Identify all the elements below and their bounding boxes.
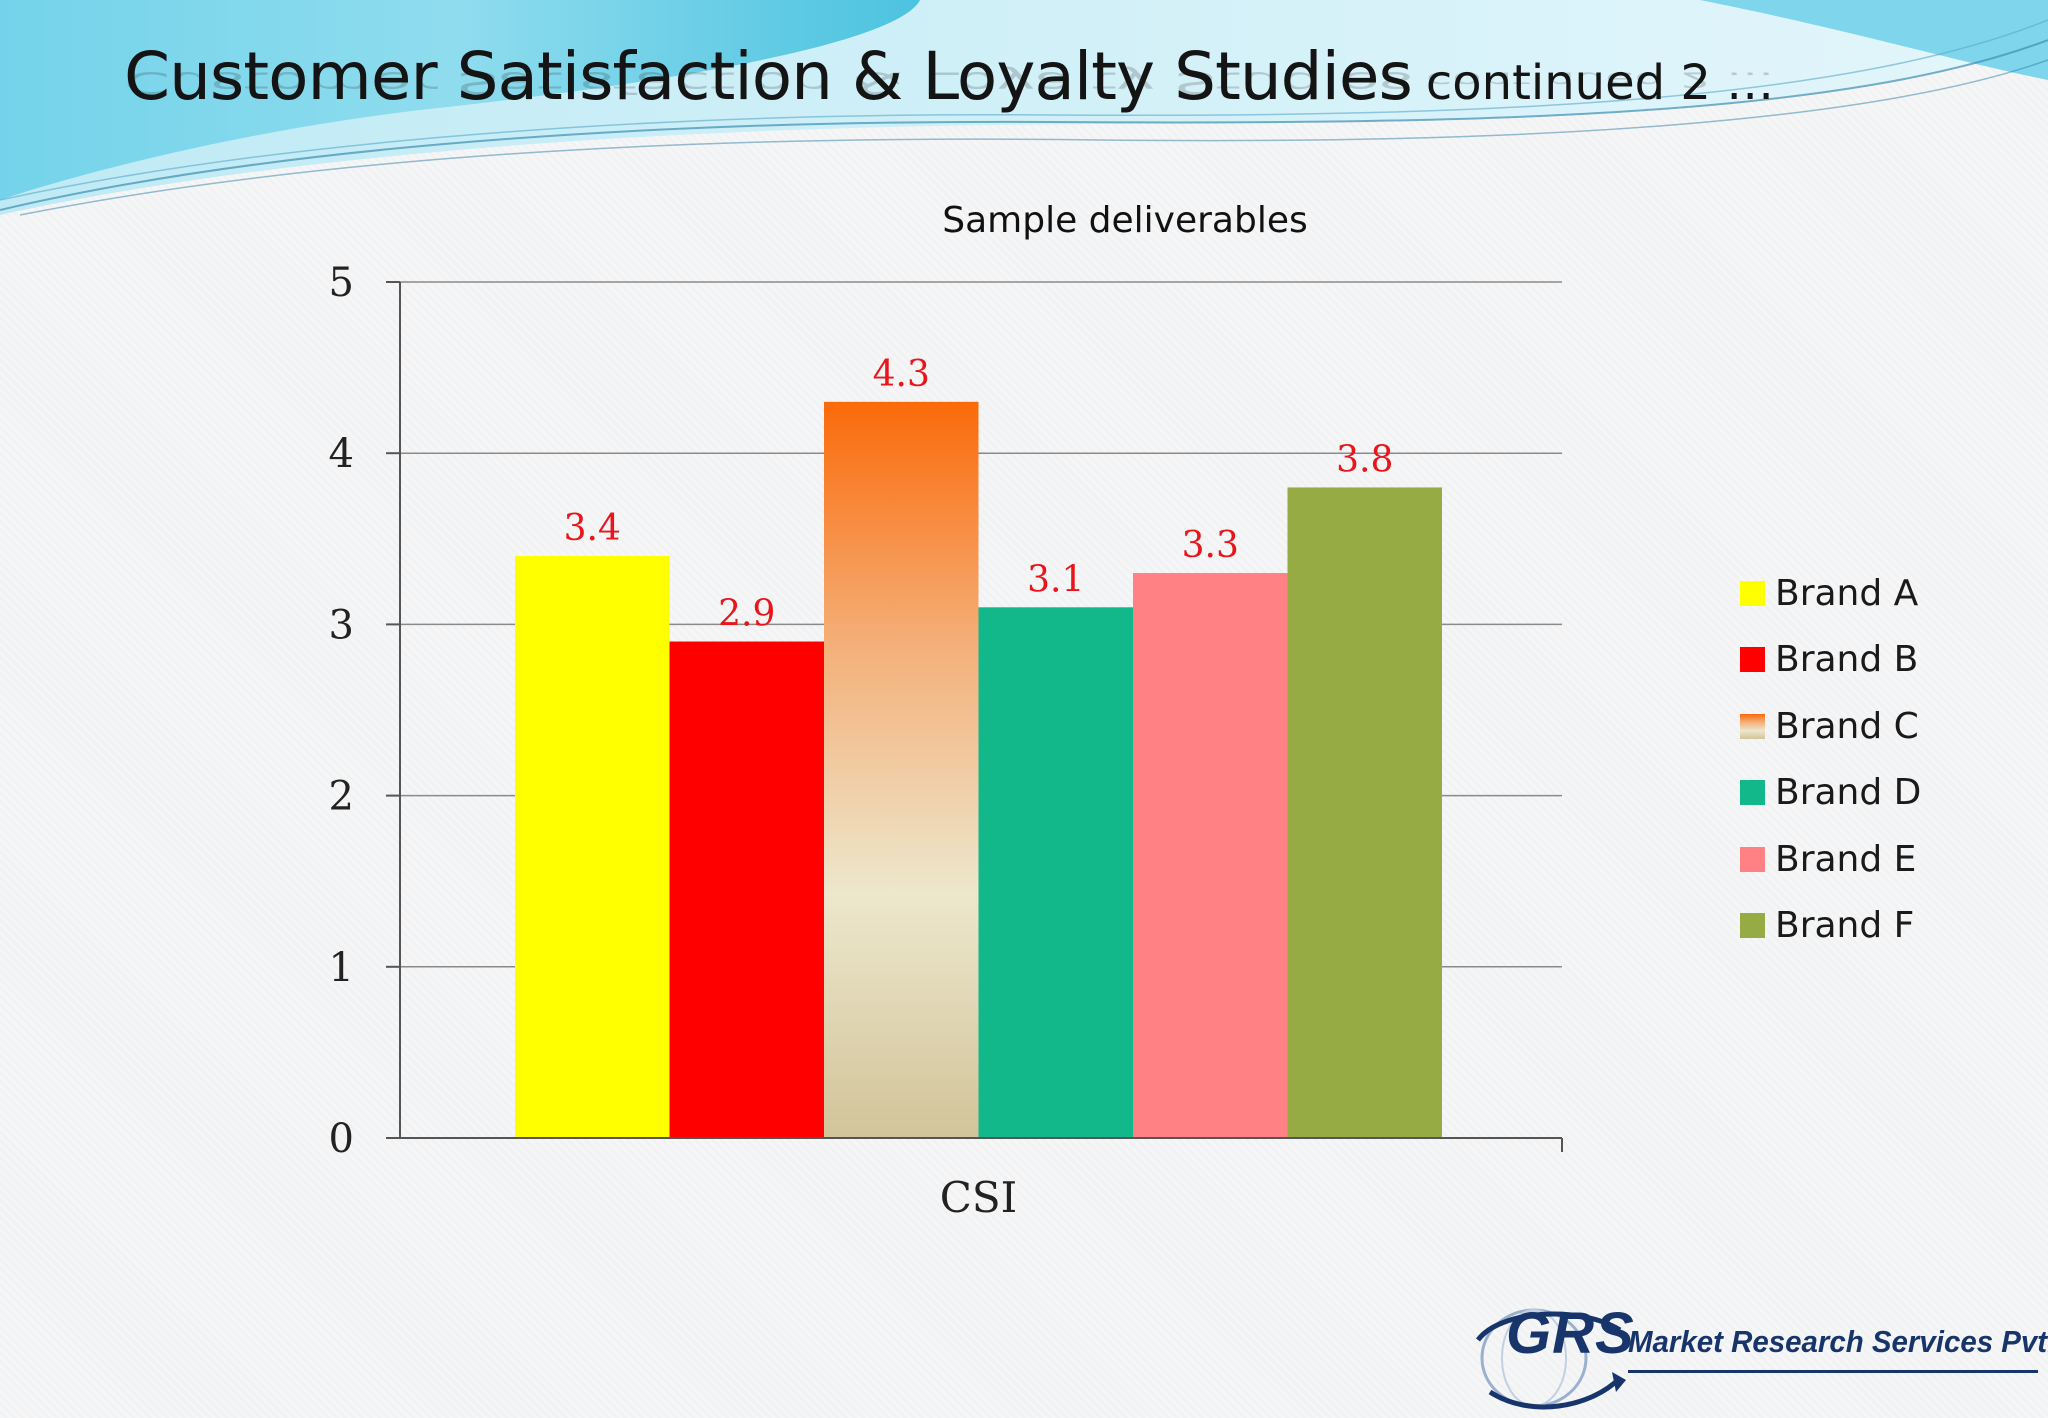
legend-item: Brand E: [1740, 826, 1921, 893]
slide-title: Customer Satisfaction & Loyalty Studies c…: [124, 38, 1774, 115]
legend-label: Brand F: [1775, 905, 1915, 947]
y-tick-label: 5: [329, 260, 354, 306]
bar-brand-d: [978, 607, 1133, 1138]
y-tick-label: 4: [329, 431, 354, 477]
y-tick-label: 0: [329, 1116, 354, 1162]
legend-label: Brand A: [1775, 572, 1919, 614]
bars: [515, 401, 1442, 1139]
legend-swatch: [1740, 580, 1765, 606]
header-swoosh-decoration: [0, 0, 2048, 216]
data-label: 3.4: [564, 508, 621, 549]
bar-brand-f: [1287, 487, 1442, 1138]
axes: 0 1 2 3 4 5 CSI: [329, 260, 1563, 1222]
y-tick-label: 2: [329, 774, 354, 820]
bar-brand-e: [1133, 573, 1288, 1138]
y-tick-label: 3: [329, 602, 354, 648]
bar-brand-a: [515, 555, 670, 1138]
legend-item: Brand C: [1740, 693, 1921, 760]
globe-swirl-icon: [1475, 1308, 1626, 1410]
legend-swatch: [1740, 780, 1765, 806]
slide-title-main: Customer Satisfaction & Loyalty Studies: [124, 38, 1413, 115]
data-label: 3.8: [1336, 439, 1393, 480]
legend-swatch: [1740, 846, 1765, 872]
legend-label: Brand B: [1775, 639, 1919, 681]
legend-swatch: [1740, 713, 1765, 739]
bar-brand-b: [669, 641, 824, 1138]
data-label: 2.9: [718, 594, 775, 635]
logo-underline: [1628, 1370, 2038, 1373]
data-label: 3.1: [1027, 559, 1084, 600]
data-labels: 3.4 2.9 4.3 3.1 3.3 3.8: [564, 354, 1394, 635]
chart-legend: Brand A Brand B Brand C Brand D Brand E Brand…: [1740, 560, 1921, 959]
logo-company-name: Market Research Services Pvt. Ltd.: [1628, 1324, 2048, 1359]
legend-item: Brand A: [1740, 560, 1921, 627]
legend-label: Brand D: [1775, 772, 1922, 814]
legend-label: Brand E: [1775, 838, 1917, 880]
y-tick-label: 1: [329, 945, 354, 991]
slide-title-continued: continued 2 …: [1425, 55, 1775, 111]
data-label: 3.3: [1182, 525, 1239, 566]
legend-item: Brand B: [1740, 627, 1921, 694]
legend-swatch: [1740, 647, 1765, 673]
legend-label: Brand C: [1775, 705, 1919, 747]
logo-grs-text: GRS: [1506, 1301, 1635, 1366]
legend-swatch: [1740, 913, 1765, 939]
bar-brand-c: [824, 401, 979, 1139]
legend-item: Brand F: [1740, 893, 1921, 960]
x-category-label: CSI: [940, 1173, 1018, 1222]
chart-subtitle: Sample deliverables: [942, 200, 1308, 241]
data-label: 4.3: [873, 354, 930, 395]
grs-logo: GRS Market Research Services Pvt. Ltd.: [1470, 1300, 2048, 1412]
legend-item: Brand D: [1740, 760, 1921, 827]
